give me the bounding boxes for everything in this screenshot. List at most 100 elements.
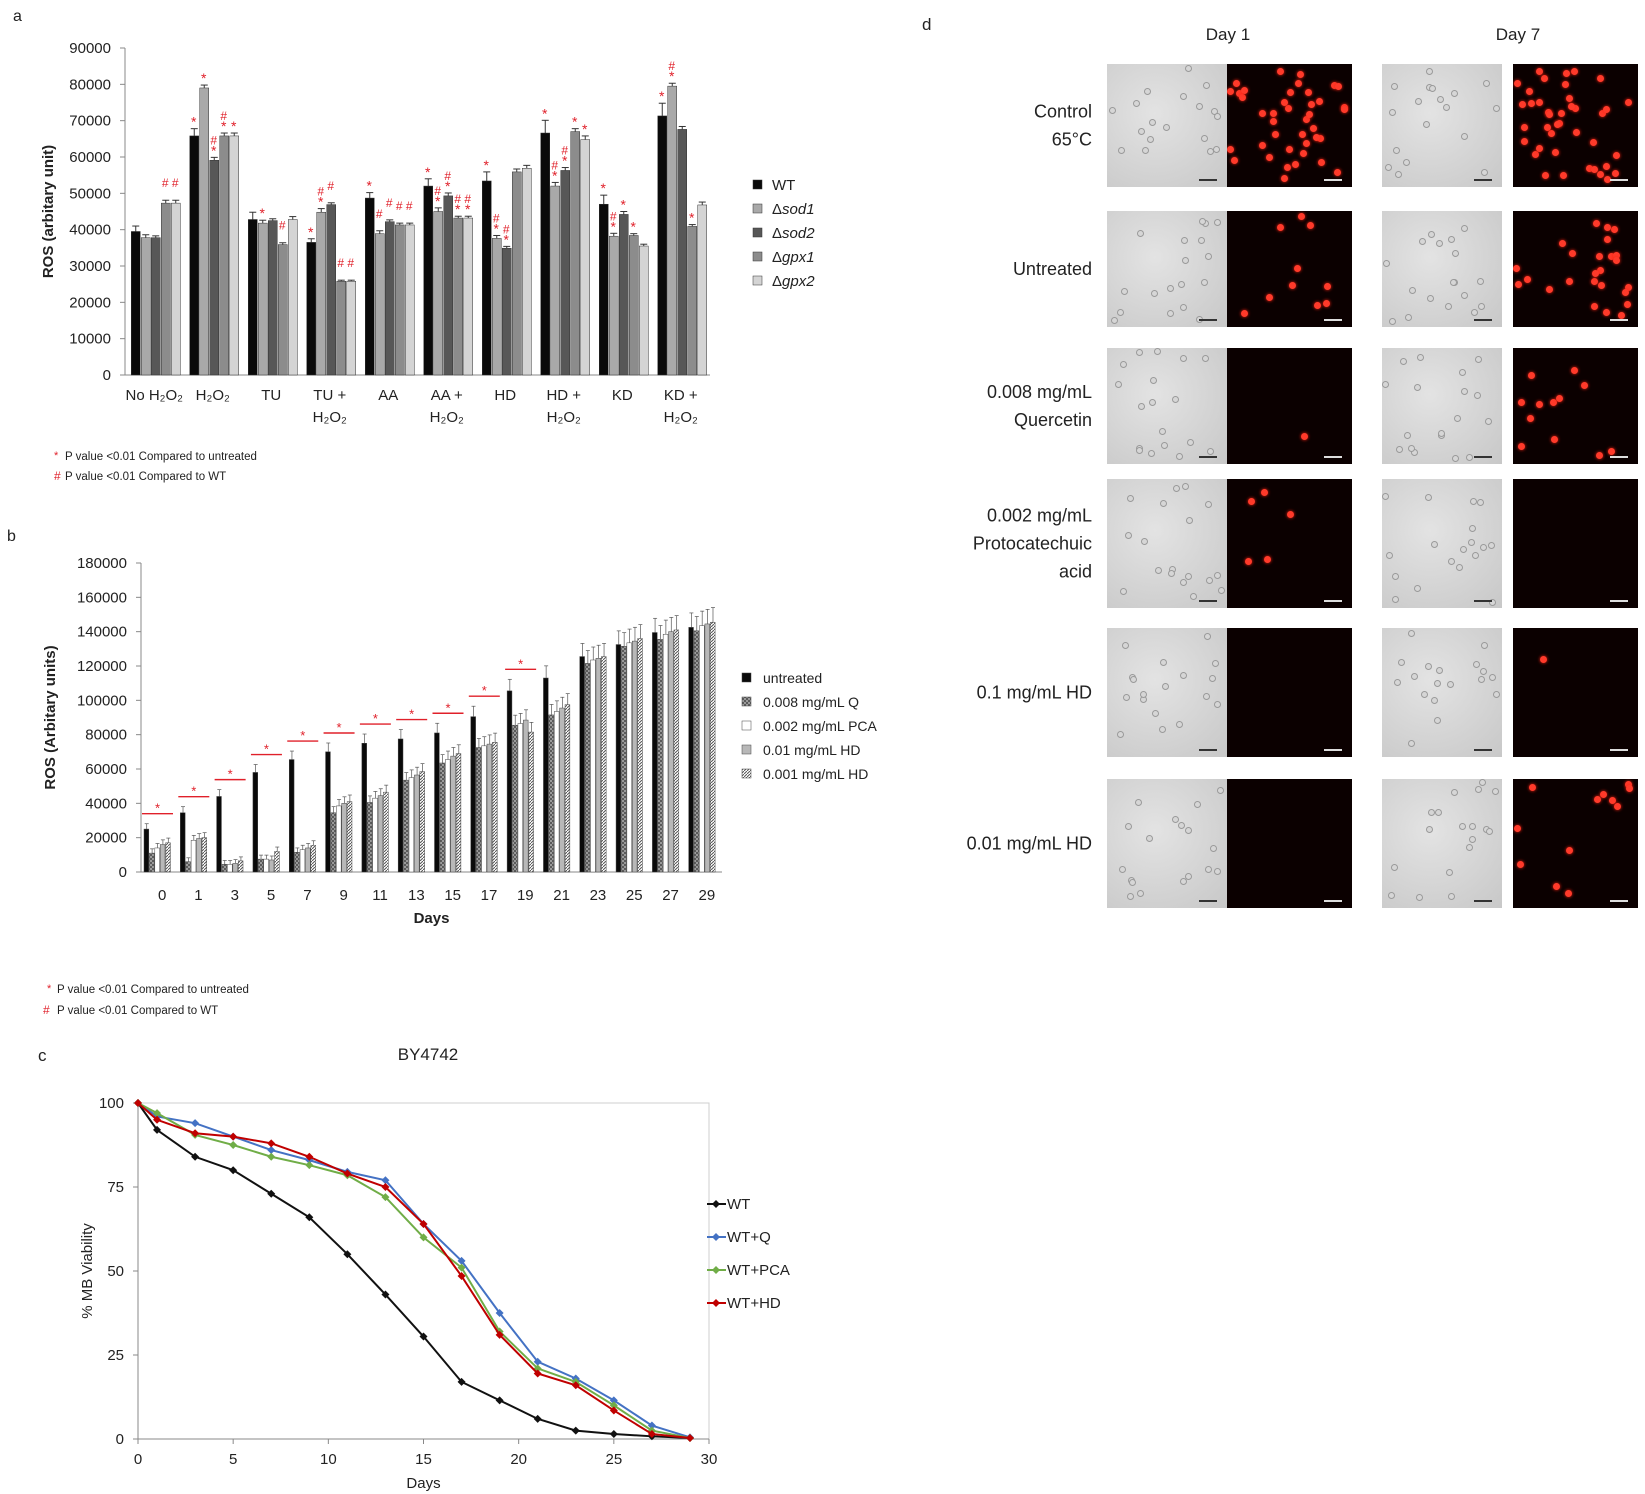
fluorescent-cell	[1600, 791, 1607, 798]
cell-outline	[1395, 171, 1402, 178]
cell-outline	[1446, 869, 1453, 876]
panel-b-bar	[377, 795, 384, 873]
fluorescent-cell	[1305, 89, 1312, 96]
panel-a-bar	[336, 281, 346, 376]
panel-a-star: *	[582, 121, 588, 137]
panel-a-hash: #	[551, 158, 558, 172]
panel-c: c BY4742 0 25 50 75 100 0 5 10 15 20 25 30 % MB Viabil…	[38, 1045, 790, 1492]
cell-outline	[1138, 403, 1145, 410]
panel-b-xtick-label: 3	[231, 887, 239, 904]
panel-b-bar	[216, 796, 222, 873]
cell-outline	[1214, 113, 1221, 120]
panel-b-bar	[274, 851, 280, 873]
panel-a-hash: #	[610, 209, 617, 223]
panel-b-legend-swatch	[741, 672, 752, 683]
cell-outline	[1461, 133, 1468, 140]
panel-b-footnote-star: P value <0.01 Compared to untreated	[57, 984, 249, 996]
fluorescent-cell	[1308, 101, 1315, 108]
fluorescence-image	[1227, 211, 1352, 327]
panel-a-xtick-label: KD	[612, 387, 633, 404]
cell-outline	[1416, 894, 1423, 901]
cell-outline	[1434, 717, 1441, 724]
panel-d-row-label: Control	[1034, 102, 1092, 122]
panel-b-bar	[445, 759, 451, 873]
fluorescent-cell	[1261, 489, 1268, 496]
panel-d-row-label: 0.1 mg/mL HD	[977, 683, 1092, 703]
panel-b-bar	[397, 738, 404, 873]
panel-b-bar	[196, 838, 202, 873]
cell-outline	[1423, 121, 1430, 128]
fluorescent-cell	[1526, 88, 1533, 95]
cell-outline	[1162, 683, 1169, 690]
fluorescent-cell	[1604, 224, 1611, 231]
fluorescent-cell	[1546, 286, 1553, 293]
fluorescence-image	[1227, 64, 1352, 187]
panel-a-bar	[540, 132, 550, 376]
panel-d-row-label: acid	[1059, 562, 1092, 582]
panel-b-sig-star: *	[155, 801, 160, 816]
cell-outline	[1121, 288, 1128, 295]
fluorescent-cell	[1625, 284, 1632, 291]
panel-a-star: *	[631, 219, 637, 235]
panel-c-marker	[533, 1357, 542, 1366]
fluorescent-cell	[1297, 71, 1304, 78]
panel-b-legend-label: 0.01 mg/mL HD	[763, 742, 861, 758]
panel-a-bar	[423, 185, 433, 376]
cell-outline	[1483, 80, 1490, 87]
panel-b-xtick-label: 13	[408, 887, 425, 904]
cell-outline	[1389, 318, 1396, 325]
panel-a-footnote-hash: P value <0.01 Compared to WT	[65, 471, 226, 483]
fluorescence-image	[1513, 348, 1638, 464]
panel-c-marker	[267, 1139, 276, 1148]
fluorescent-cell	[1591, 278, 1598, 285]
panel-a-hash: #	[220, 109, 227, 123]
panel-a-bar	[522, 168, 532, 376]
panel-b-bar	[165, 842, 171, 873]
cell-outline	[1473, 661, 1480, 668]
panel-a-star: *	[572, 114, 578, 130]
panel-c-marker	[381, 1193, 390, 1202]
fluorescent-cell	[1614, 803, 1621, 810]
cell-outline	[1163, 124, 1170, 131]
panel-d-col-header: Day 7	[1496, 25, 1540, 44]
cell-outline	[1147, 136, 1154, 143]
cell-outline	[1185, 65, 1192, 72]
fluorescent-cell	[1227, 88, 1234, 95]
fluorescent-cell	[1571, 68, 1578, 75]
panel-b-bar	[143, 828, 150, 873]
panel-c-marker	[305, 1152, 314, 1161]
panel-b-bar	[543, 677, 549, 873]
scale-bar	[1474, 749, 1492, 751]
scale-bar	[1474, 319, 1492, 321]
panel-c-marker	[533, 1414, 542, 1423]
panel-a-star: *	[191, 114, 197, 130]
panel-b-bar	[528, 731, 534, 873]
panel-a-hash: #	[454, 192, 461, 206]
cell-outline	[1477, 278, 1484, 285]
cell-outline	[1435, 809, 1442, 816]
panel-c-xtick-label: 25	[605, 1451, 622, 1468]
cell-outline	[1470, 498, 1477, 505]
panel-b-ytick-label: 20000	[85, 830, 127, 847]
fluorescent-cell	[1594, 796, 1601, 803]
panel-d-row-label: Protocatechuic	[973, 534, 1092, 554]
fluorescent-cell	[1625, 781, 1632, 788]
panel-b-bar	[584, 663, 591, 873]
fluorescent-cell	[1241, 87, 1248, 94]
fluorescent-cell	[1272, 131, 1279, 138]
legend-prefix: Δ	[772, 225, 782, 242]
fluorescent-cell	[1300, 150, 1307, 157]
panel-b-xtick-label: 5	[267, 887, 275, 904]
panel-b-bar	[305, 847, 311, 873]
fluorescent-cell	[1524, 276, 1531, 283]
fluorescent-cell	[1624, 301, 1631, 308]
scale-bar	[1474, 900, 1492, 902]
fluorescent-cell	[1598, 282, 1605, 289]
cell-outline	[1136, 349, 1143, 356]
fluorescent-cell	[1611, 226, 1618, 233]
cell-outline	[1180, 672, 1187, 679]
scale-bar	[1199, 600, 1217, 602]
cell-outline	[1398, 659, 1405, 666]
cell-outline	[1196, 103, 1203, 110]
fluorescence-image	[1227, 628, 1352, 757]
